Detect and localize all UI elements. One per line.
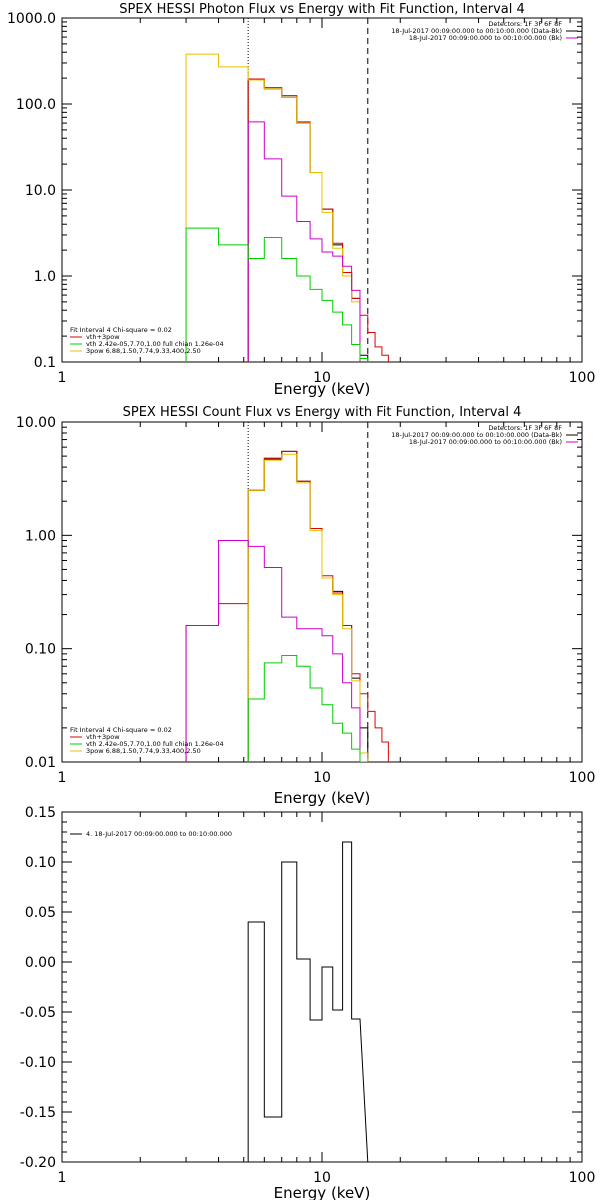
series-1-step-line <box>247 450 369 762</box>
series-3-step-line <box>185 53 369 362</box>
legend-text: 18-Jul-2017 00:09:00.000 to 00:10:00.000… <box>391 27 562 35</box>
y-tick-label: 100.0 <box>16 97 56 113</box>
y-tick-label: -0.20 <box>20 1155 56 1171</box>
x-tick-label: 100 <box>569 370 596 386</box>
legend-text: Fit Interval 4 Chi-square = 0.02 <box>70 326 172 334</box>
x-tick-label: 10 <box>313 770 331 786</box>
legend-text: vth+3pow <box>86 333 120 341</box>
y-tick-label: 0.00 <box>25 955 56 971</box>
data-layer <box>247 841 369 1162</box>
y-tick-label: 1000.0 <box>7 11 56 27</box>
legend-text: vth+3pow <box>86 733 120 741</box>
plot-frame <box>61 811 583 1163</box>
y-tick-label: 0.05 <box>25 905 56 921</box>
plot-frame <box>61 17 583 363</box>
legend-text: Fit Interval 4 Chi-square = 0.02 <box>70 726 172 734</box>
series-4-step-line <box>247 121 361 362</box>
data-layer <box>185 422 389 762</box>
legend-text: 18-Jul-2017 00:09:00.000 to 00:10:00.000… <box>409 438 562 446</box>
chart-title: SPEX HESSI Count Flux vs Energy with Fit… <box>123 405 522 420</box>
y-tick-label: 1.0 <box>34 269 56 285</box>
x-axis-label: Energy (keV) <box>274 789 371 807</box>
chart-title: SPEX HESSI Photon Flux vs Energy with Fi… <box>119 2 525 17</box>
x-tick-label: 1 <box>58 370 67 386</box>
legend-text: 3pow 6.88,1.50,7.74,9.33,400,2.50 <box>86 747 201 755</box>
x-tick-label: 100 <box>569 1170 596 1186</box>
legend-text: Detectors: 1F 3F 6F 8F <box>488 424 562 432</box>
x-tick-label: 1 <box>58 1170 67 1186</box>
series-5-step-line <box>247 655 368 762</box>
plot-frame <box>61 421 583 763</box>
x-axis-label: Energy (keV) <box>274 380 371 398</box>
series-3-step-line <box>247 453 369 762</box>
y-tick-label: 10.0 <box>25 183 56 199</box>
y-tick-label: -0.10 <box>20 1055 56 1071</box>
y-tick-label: 1.00 <box>25 528 56 544</box>
y-tick-label: 0.10 <box>25 855 56 871</box>
series-1-step-line <box>247 841 369 1162</box>
y-tick-label: -0.15 <box>20 1105 56 1121</box>
series-4-step-line <box>185 540 361 762</box>
legend-text: 18-Jul-2017 00:09:00.000 to 00:10:00.000… <box>391 431 562 439</box>
legend-text: vth 2.42e-05,7.70,1.00 full chian 1.26e-… <box>86 340 224 348</box>
y-tick-label: -0.05 <box>20 1005 56 1021</box>
x-tick-label: 10 <box>313 1170 331 1186</box>
series-2-step-line <box>185 450 389 762</box>
x-tick-label: 10 <box>313 370 331 386</box>
x-tick-label: 1 <box>58 770 67 786</box>
y-tick-label: 10.00 <box>16 415 56 431</box>
legend-text: 18-Jul-2017 00:09:00.000 to 00:10:00.000… <box>409 34 562 42</box>
legend-text: Detectors: 1F 3F 6F 8F <box>488 20 562 28</box>
data-layer <box>185 18 389 362</box>
x-tick-label: 100 <box>569 770 596 786</box>
chart-panel-1: SPEX HESSI Photon Flux vs Energy with Fi… <box>7 2 595 398</box>
chart-panel-2: SPEX HESSI Count Flux vs Energy with Fit… <box>16 405 595 807</box>
x-axis-label: Energy (keV) <box>274 1184 371 1200</box>
chart-panel-3: 1 10 100 -0.20 -0.15 -0.10 -0.05 0.00 0.05 0.10 0.… <box>20 805 596 1200</box>
series-5-step-line <box>185 227 369 362</box>
y-tick-label: 0.10 <box>25 642 56 658</box>
y-tick-label: 0.15 <box>25 805 56 821</box>
legend-text: vth 2.42e-05,7.70,1.00 full chian 1.26e-… <box>86 740 224 748</box>
legend-text: 4. 18-Jul-2017 00:09:00.000 to 00:10:00.… <box>86 830 232 838</box>
y-tick-label: 0.01 <box>25 755 56 771</box>
y-tick-label: 0.1 <box>34 355 56 371</box>
legend-text: 3pow 6.88,1.50,7.74,9.33,400,2.50 <box>86 347 201 355</box>
